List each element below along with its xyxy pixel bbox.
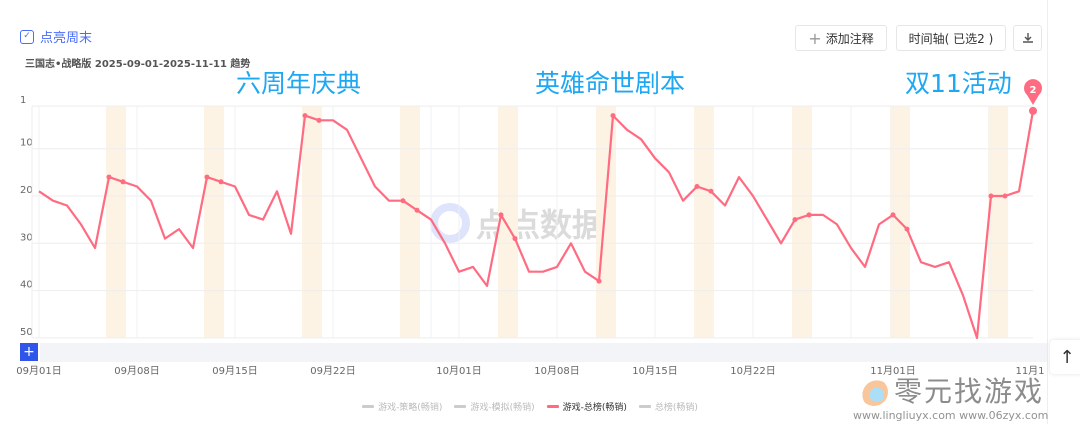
x-tick-label: 09月08日 bbox=[114, 365, 159, 377]
annotation-label: 双11活动 bbox=[905, 69, 1012, 98]
data-point bbox=[806, 212, 812, 218]
x-tick-label: 09月22日 bbox=[310, 365, 355, 377]
timeline-scrubber[interactable] bbox=[40, 343, 1047, 362]
legend-label: 游戏-总榜(畅销) bbox=[562, 403, 627, 413]
data-point bbox=[1029, 106, 1037, 115]
legend-item[interactable]: 游戏-总榜(畅销) bbox=[546, 400, 627, 413]
data-point bbox=[498, 212, 504, 218]
data-point bbox=[596, 278, 602, 284]
y-tick-label: 1 bbox=[20, 95, 26, 106]
legend-swatch bbox=[362, 405, 375, 408]
data-point bbox=[512, 236, 518, 242]
legend-swatch bbox=[454, 405, 467, 408]
legend-swatch bbox=[546, 405, 559, 408]
x-tick-label: 10月01日 bbox=[436, 365, 481, 377]
timeline-button[interactable]: 时间轴( 已选2 ) bbox=[896, 25, 1006, 51]
x-tick-label: 11月01日 bbox=[870, 365, 915, 377]
legend-item[interactable]: 总榜(畅销) bbox=[638, 400, 698, 413]
data-point bbox=[904, 226, 910, 232]
annotation-marker-label: 2 bbox=[1030, 85, 1037, 96]
chart-legend: 游戏-策略(畅销) 游戏-模拟(畅销) 游戏-总榜(畅销) 总榜(畅销) bbox=[0, 400, 1060, 413]
legend-item[interactable]: 游戏-模拟(畅销) bbox=[454, 400, 535, 413]
data-point bbox=[708, 188, 714, 194]
series-line bbox=[38, 110, 1035, 339]
weekend-band bbox=[400, 106, 420, 338]
y-tick-label: 30 bbox=[20, 232, 33, 243]
legend-label: 游戏-模拟(畅销) bbox=[470, 403, 535, 413]
y-tick-label: 40 bbox=[20, 280, 33, 291]
panel-divider bbox=[1047, 0, 1048, 424]
plus-icon: + bbox=[23, 344, 35, 360]
weekend-band bbox=[694, 106, 714, 338]
x-tick-label: 10月22日 bbox=[730, 365, 775, 377]
back-to-top-button[interactable]: ↑ bbox=[1050, 340, 1080, 374]
annotation-marker-pin bbox=[1024, 79, 1042, 105]
weekend-band bbox=[596, 106, 616, 338]
brand-watermark: 零元找游戏 bbox=[860, 377, 1044, 407]
weekend-band bbox=[204, 106, 224, 338]
weekend-band bbox=[302, 106, 322, 338]
weekend-band bbox=[498, 106, 518, 338]
y-tick-label: 50 bbox=[20, 327, 33, 338]
data-point bbox=[694, 184, 700, 190]
data-point bbox=[204, 174, 210, 180]
data-point bbox=[890, 212, 896, 218]
data-point bbox=[106, 174, 112, 180]
add-note-button[interactable]: + 添加注释 bbox=[795, 25, 887, 51]
legend-label: 总榜(畅销) bbox=[654, 403, 698, 413]
x-tick-label: 11月1 bbox=[1015, 365, 1044, 377]
data-point bbox=[988, 193, 994, 199]
weekend-highlight-checkbox[interactable]: ✓ 点亮周末 bbox=[20, 27, 92, 46]
expand-timeline-button[interactable]: + bbox=[20, 343, 38, 361]
legend-swatch bbox=[638, 405, 651, 408]
add-note-label: 添加注释 bbox=[825, 31, 874, 46]
download-button[interactable] bbox=[1013, 25, 1042, 51]
data-point bbox=[120, 179, 126, 185]
arrow-up-icon: ↑ bbox=[1059, 346, 1075, 368]
x-tick-label: 09月01日 bbox=[16, 365, 61, 377]
y-tick-label: 10 bbox=[20, 138, 33, 149]
legend-item[interactable]: 游戏-策略(畅销) bbox=[362, 400, 442, 413]
data-point bbox=[1002, 193, 1008, 199]
brand-logo-icon bbox=[860, 378, 888, 406]
data-point bbox=[414, 207, 420, 213]
brand-url: www.lingliuyx.com www.06zyx.com bbox=[853, 409, 1049, 422]
weekend-band bbox=[792, 106, 812, 338]
checkbox-checked-icon: ✓ bbox=[20, 29, 34, 44]
x-tick-label: 10月08日 bbox=[534, 365, 579, 377]
data-point bbox=[302, 113, 308, 119]
data-point bbox=[792, 217, 798, 223]
x-tick-label: 09月15日 bbox=[212, 365, 257, 377]
chart-subtitle: 三国志•战略版 2025-09-01-2025-11-11 趋势 bbox=[25, 59, 251, 70]
data-point bbox=[218, 179, 224, 185]
x-tick-label: 10月15日 bbox=[632, 365, 677, 377]
weekend-band bbox=[106, 106, 126, 338]
y-tick-label: 20 bbox=[20, 185, 33, 196]
data-point bbox=[400, 198, 406, 204]
data-point bbox=[316, 117, 322, 123]
annotation-label: 英雄命世剧本 bbox=[535, 69, 686, 98]
data-point bbox=[610, 113, 616, 119]
legend-label: 游戏-策略(畅销) bbox=[378, 403, 443, 413]
download-icon bbox=[1022, 33, 1033, 43]
weekend-band bbox=[988, 106, 1008, 338]
annotation-label: 六周年庆典 bbox=[236, 69, 362, 98]
weekend-toggle-label: 点亮周末 bbox=[40, 31, 93, 46]
brand-name: 零元找游戏 bbox=[894, 375, 1045, 408]
plus-icon: + bbox=[808, 28, 822, 48]
